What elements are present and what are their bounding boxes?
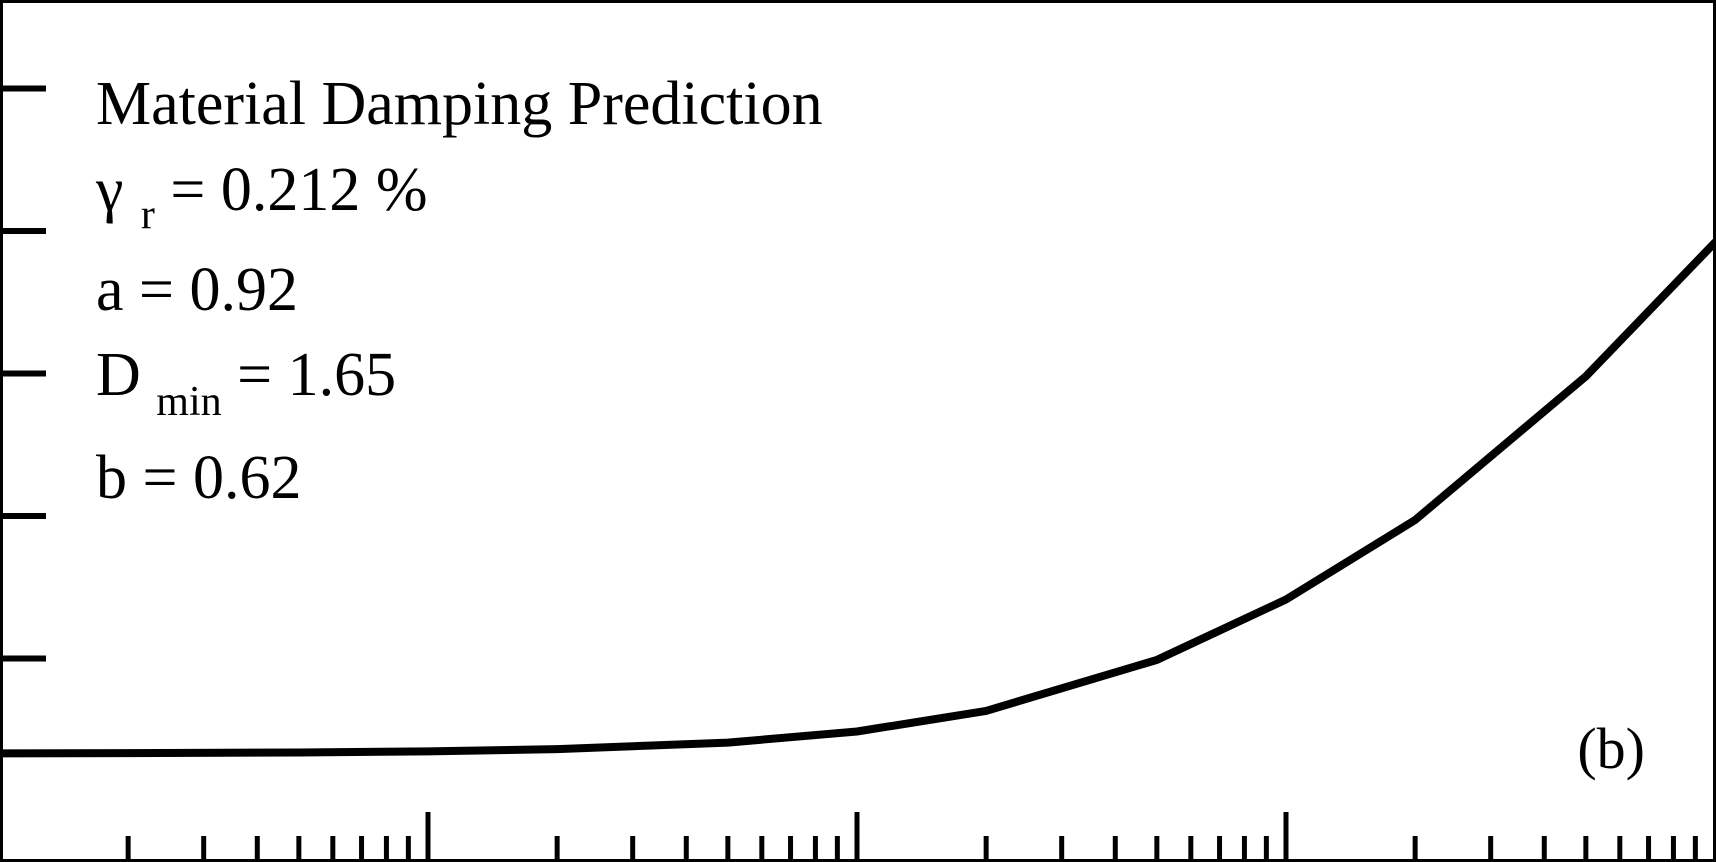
dmin-value: = 1.65 xyxy=(237,341,396,409)
annotation-title: Material Damping Prediction xyxy=(96,70,823,138)
gamma-symbol: γ xyxy=(95,156,123,224)
gamma-subscript: r xyxy=(141,192,155,238)
dmin-subscript: min xyxy=(156,379,221,425)
annotation-a: a = 0.92 xyxy=(96,256,298,324)
annotation-gamma-r: γ r = 0.212 % xyxy=(95,156,428,242)
damping-curve xyxy=(0,238,1716,758)
gamma-value: = 0.212 % xyxy=(170,156,427,224)
parameter-annotations: Material Damping Prediction γ r = 0.212 … xyxy=(95,70,823,512)
x-axis-ticks xyxy=(125,812,1698,862)
panel-label: (b) xyxy=(1577,716,1645,781)
annotation-b: b = 0.62 xyxy=(96,444,301,512)
annotation-dmin: D min = 1.65 xyxy=(96,341,396,429)
dmin-symbol: D xyxy=(96,341,141,409)
y-axis-ticks xyxy=(0,85,46,662)
